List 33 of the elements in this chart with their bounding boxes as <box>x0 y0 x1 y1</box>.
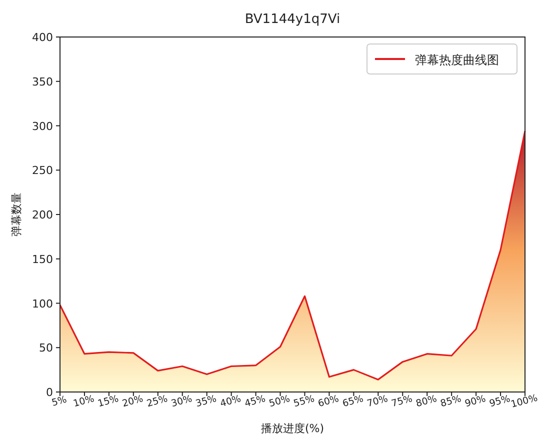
x-tick-label: 85% <box>439 394 463 410</box>
x-tick-label: 70% <box>366 394 390 410</box>
x-tick-label: 20% <box>121 394 144 410</box>
x-tick-label: 5% <box>50 394 68 409</box>
y-tick-label: 250 <box>32 164 53 178</box>
legend-label: 弹幕热度曲线图 <box>415 53 499 67</box>
x-tick-label: 45% <box>244 394 267 410</box>
y-tick-label: 0 <box>46 386 53 399</box>
x-tick-label: 95% <box>488 394 512 410</box>
y-tick-label: 300 <box>32 120 53 133</box>
x-tick-label: 100% <box>510 392 539 410</box>
x-tick-label: 50% <box>268 394 292 410</box>
x-tick-label: 10% <box>72 394 96 410</box>
y-tick-label: 200 <box>32 208 53 222</box>
y-tick-label: 400 <box>32 31 53 44</box>
x-tick-label: 60% <box>316 394 340 410</box>
x-tick-label: 40% <box>219 394 242 410</box>
x-tick-label: 75% <box>390 394 414 410</box>
y-tick-label: 350 <box>32 75 53 88</box>
x-tick-label: 90% <box>464 394 488 410</box>
x-axis-title: 播放进度(%) <box>260 422 324 435</box>
x-tick-label: 35% <box>194 394 218 410</box>
chart-title: BV1144y1q7Vi <box>244 12 340 27</box>
x-tick-label: 65% <box>341 394 365 410</box>
y-tick-label: 100 <box>32 297 53 310</box>
x-tick-label: 30% <box>170 394 194 410</box>
y-axis-title: 弹幕数量 <box>10 192 23 236</box>
y-tick-label: 50 <box>39 342 53 355</box>
x-tick-label: 55% <box>292 394 316 410</box>
x-tick-label: 25% <box>146 394 169 410</box>
x-tick-label: 15% <box>96 394 120 410</box>
x-tick-label: 80% <box>414 394 438 410</box>
y-tick-label: 150 <box>32 252 53 266</box>
